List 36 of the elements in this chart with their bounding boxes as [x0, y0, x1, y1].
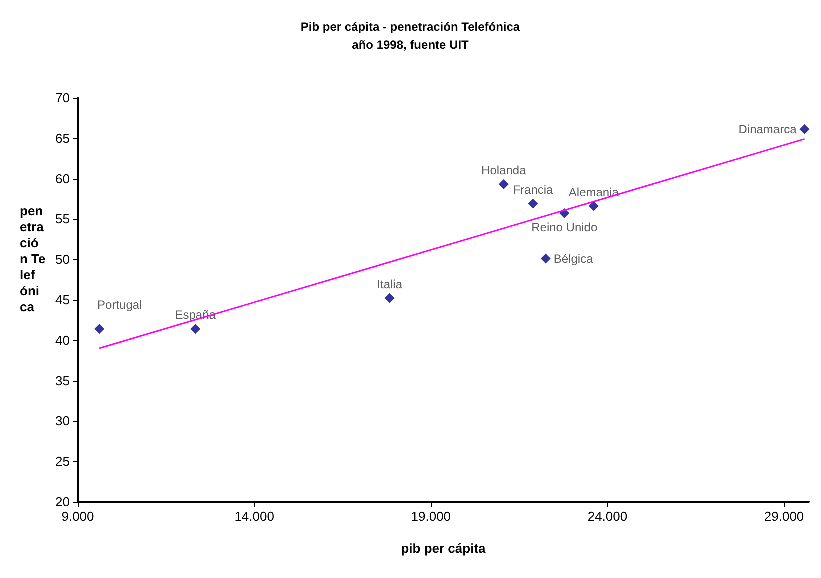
x-tick-label: 9.000 — [62, 509, 94, 524]
annotation: Dinamarca — [738, 122, 798, 137]
y-axis-title: penetración Telefónica — [20, 204, 46, 314]
y-tick-label: 35 — [56, 373, 70, 388]
y-tick-label: 60 — [56, 171, 70, 186]
chart-subtitle: año 1998, fuente UIT — [352, 38, 470, 52]
point — [528, 198, 538, 209]
y-tick-label: 45 — [56, 292, 70, 308]
annotation: Italia — [377, 277, 403, 292]
annotation: Reino Unido — [532, 220, 598, 235]
point — [498, 179, 509, 190]
x-tick-label: 19.000 — [411, 509, 452, 524]
annotation: Portugal — [98, 298, 142, 312]
point — [800, 124, 810, 135]
point — [94, 324, 105, 334]
annotation: Alemania — [568, 185, 620, 200]
x-tick-label: 29.000 — [764, 509, 804, 524]
y-tick-label: 20 — [56, 494, 70, 510]
point — [190, 324, 201, 334]
annotation: Francia — [513, 182, 554, 197]
chart-title: Pib per cápita - penetración Telefónica — [300, 20, 520, 34]
x-tick-label: 14.000 — [234, 509, 274, 524]
y-tick-label: 50 — [56, 252, 70, 268]
point — [588, 201, 599, 212]
y-tick-label: 70 — [56, 90, 70, 106]
annotation: Bélgica — [554, 252, 594, 266]
y-tick-label: 55 — [56, 212, 70, 227]
y-tick-label: 40 — [56, 332, 70, 348]
y-tick-label: 25 — [56, 454, 70, 470]
y-tick-label: 30 — [56, 414, 70, 429]
point — [540, 254, 551, 264]
x-axis-title: pib per cápita — [401, 541, 487, 556]
point — [384, 293, 395, 304]
x-tick-label: 24.000 — [588, 509, 628, 524]
annotation: Holanda — [482, 163, 527, 178]
y-tick-label: 65 — [56, 130, 70, 146]
